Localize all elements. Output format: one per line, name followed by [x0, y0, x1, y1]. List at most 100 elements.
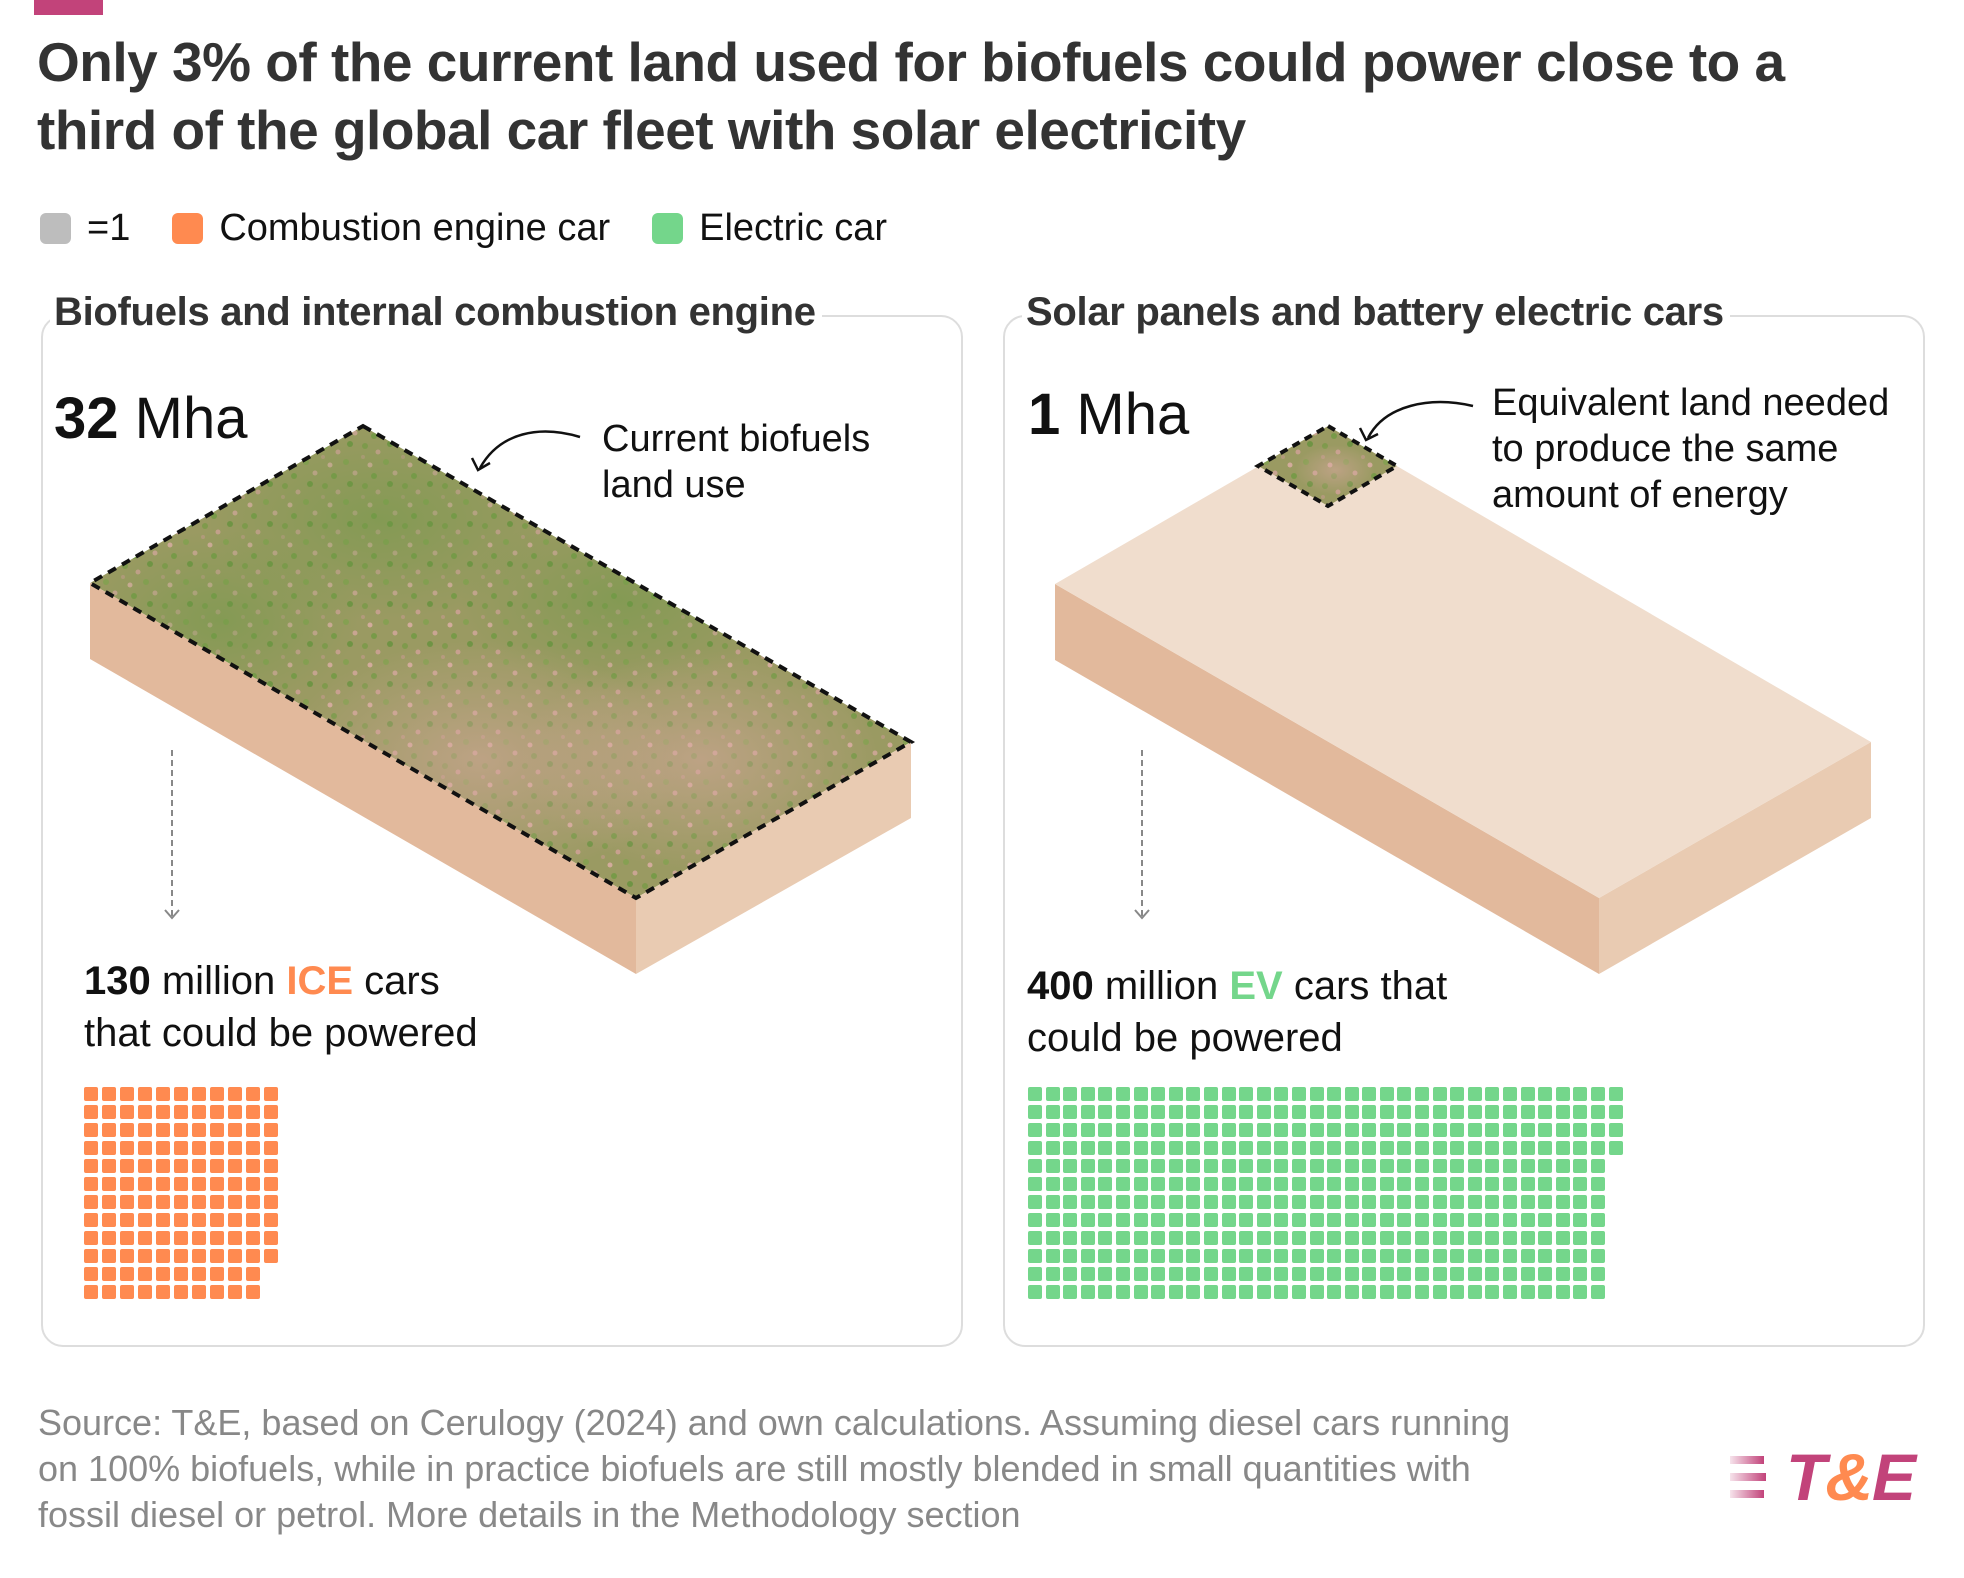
annotation-arrow-icon: [1366, 400, 1474, 439]
waffle-square: [246, 1249, 260, 1263]
waffle-square: [174, 1231, 188, 1245]
waffle-square: [1485, 1123, 1500, 1137]
waffle-square: [1379, 1177, 1394, 1191]
waffle-square: [210, 1159, 224, 1173]
waffle-square: [1467, 1285, 1482, 1299]
waffle-square: [210, 1123, 224, 1137]
waffle-square: [1520, 1141, 1535, 1155]
waffle-square: [1591, 1105, 1605, 1119]
waffle-square: [1327, 1267, 1342, 1281]
waffle-square: [1591, 1195, 1605, 1209]
waffle-square: [1080, 1141, 1095, 1155]
waffle-square: [1203, 1213, 1218, 1227]
waffle-square: [1256, 1105, 1271, 1119]
down-arrowhead-icon: [1134, 909, 1150, 920]
waffle-square: [228, 1105, 242, 1119]
waffle-square: [1309, 1177, 1324, 1191]
waffle-square: [1080, 1267, 1095, 1281]
waffle-square: [1467, 1105, 1482, 1119]
slab-right-face: [1599, 742, 1871, 974]
waffle-square: [1415, 1087, 1430, 1101]
waffle-square: [1239, 1177, 1254, 1191]
waffle-square: [1344, 1213, 1359, 1227]
waffle-square: [138, 1195, 152, 1209]
waffle-square: [1362, 1195, 1377, 1209]
waffle-square: [1309, 1249, 1324, 1263]
waffle-square: [1239, 1213, 1254, 1227]
waffle-square: [1503, 1267, 1518, 1281]
waffle-square: [1362, 1087, 1377, 1101]
waffle-square: [1344, 1159, 1359, 1173]
waffle-square: [1115, 1141, 1130, 1155]
waffle-square: [120, 1213, 134, 1227]
waffle-square: [1203, 1249, 1218, 1263]
waffle-square: [1080, 1159, 1095, 1173]
waffle-square: [1327, 1213, 1342, 1227]
waffle-square: [192, 1105, 206, 1119]
chart-title-line2: third of the global car fleet with solar…: [37, 99, 1246, 161]
waffle-square: [210, 1105, 224, 1119]
waffle-square: [1028, 1267, 1042, 1281]
waffle-square: [1274, 1249, 1289, 1263]
waffle-square: [1450, 1267, 1465, 1281]
waffle-square: [1256, 1087, 1271, 1101]
waffle-square: [1344, 1141, 1359, 1155]
waffle-square: [210, 1177, 224, 1191]
waffle-square: [1591, 1087, 1605, 1101]
waffle-square: [264, 1213, 278, 1227]
waffle-square: [1221, 1249, 1236, 1263]
waffle-square: [1203, 1285, 1218, 1299]
waffle-square: [102, 1213, 116, 1227]
waffle-square: [1309, 1159, 1324, 1173]
annotation-line: Equivalent land needed: [1492, 382, 1890, 424]
waffle-square: [264, 1105, 278, 1119]
waffle-square: [246, 1231, 260, 1245]
waffle-square: [1327, 1087, 1342, 1101]
waffle-square: [1538, 1267, 1553, 1281]
waffle-square: [1168, 1213, 1183, 1227]
waffle-square: [1115, 1231, 1130, 1245]
waffle-square: [84, 1267, 98, 1281]
source-note: Source: T&E, based on Cerulogy (2024) an…: [38, 1400, 1678, 1538]
waffle-square: [1028, 1123, 1042, 1137]
waffle-square: [120, 1087, 134, 1101]
waffle-square: [1520, 1267, 1535, 1281]
waffle-square: [210, 1141, 224, 1155]
waffle-square: [1555, 1213, 1570, 1227]
waffle-square: [1309, 1231, 1324, 1245]
waffle-square: [1168, 1195, 1183, 1209]
waffle-square: [246, 1213, 260, 1227]
waffle-square: [1379, 1087, 1394, 1101]
waffle-square: [84, 1105, 98, 1119]
waffle-square: [1221, 1195, 1236, 1209]
te-logo: T&E: [1730, 1440, 1916, 1514]
waffle-square: [1151, 1123, 1166, 1137]
waffle-square: [102, 1285, 116, 1299]
waffle-square: [1609, 1213, 1623, 1227]
legend-swatch-green-icon: [652, 212, 684, 244]
logo-e: E: [1872, 1440, 1916, 1514]
waffle-square: [192, 1087, 206, 1101]
waffle-square: [84, 1195, 98, 1209]
waffle-square: [210, 1231, 224, 1245]
waffle-square: [1520, 1213, 1535, 1227]
annotation-biofuels: Current biofuels land use: [602, 416, 870, 508]
slab-left-face: [1055, 584, 1599, 974]
waffle-square: [1045, 1141, 1060, 1155]
waffle-square: [1186, 1195, 1201, 1209]
waffle-square: [1467, 1159, 1482, 1173]
waffle-square: [1274, 1159, 1289, 1173]
waffle-square: [1133, 1123, 1148, 1137]
waffle-square: [192, 1195, 206, 1209]
waffle-square: [1028, 1285, 1042, 1299]
waffle-square: [1485, 1141, 1500, 1155]
waffle-square: [1168, 1123, 1183, 1137]
waffle-square: [1080, 1105, 1095, 1119]
waffle-square: [228, 1231, 242, 1245]
waffle-square: [1239, 1159, 1254, 1173]
waffle-square: [1503, 1159, 1518, 1173]
waffle-square: [1028, 1213, 1042, 1227]
waffle-square: [1379, 1267, 1394, 1281]
waffle-square: [1256, 1213, 1271, 1227]
waffle-square: [1608, 1087, 1623, 1101]
